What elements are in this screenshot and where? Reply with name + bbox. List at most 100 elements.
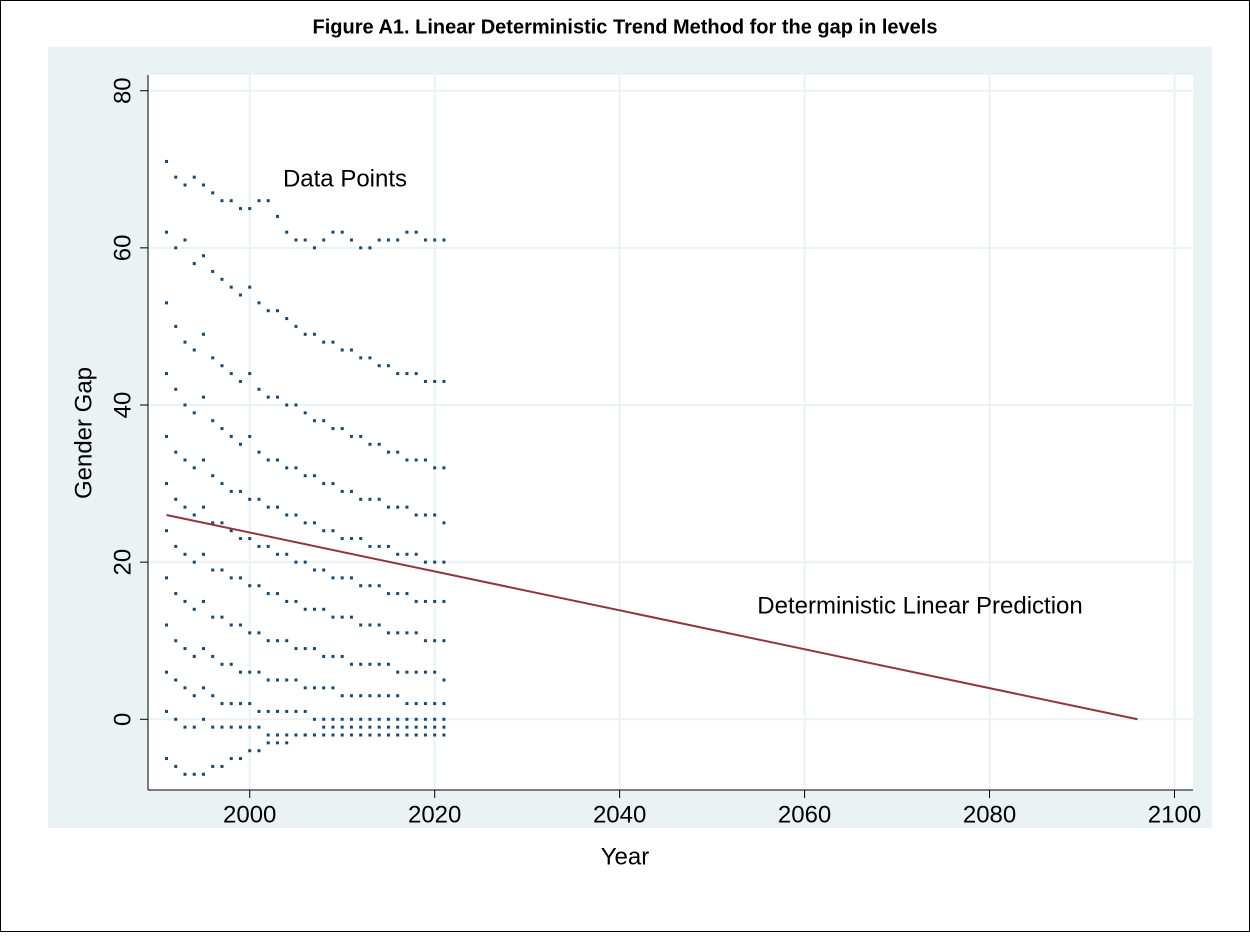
data-point [433, 513, 437, 517]
data-point [322, 529, 326, 533]
data-point [349, 348, 353, 352]
data-point [312, 332, 316, 336]
data-point [396, 631, 400, 635]
data-point [322, 419, 326, 423]
x-axis-title: Year [601, 843, 650, 870]
data-point [405, 725, 409, 729]
data-point [257, 749, 261, 753]
data-point [248, 670, 252, 674]
data-point [414, 372, 418, 376]
data-point [201, 717, 205, 721]
data-point [414, 599, 418, 603]
data-point [377, 544, 381, 548]
data-point [229, 285, 233, 289]
data-point [414, 513, 418, 517]
data-point [192, 654, 196, 658]
data-point [322, 607, 326, 611]
data-point [423, 639, 427, 643]
data-point [442, 725, 446, 729]
data-point [312, 607, 316, 611]
data-point [266, 733, 270, 737]
data-point [294, 599, 298, 603]
data-point [312, 647, 316, 651]
data-point [266, 544, 270, 548]
data-point [201, 332, 205, 336]
data-point [220, 662, 224, 666]
data-point [192, 725, 196, 729]
data-point [377, 623, 381, 627]
data-point [359, 356, 363, 360]
data-point [183, 340, 187, 344]
data-point [174, 324, 178, 328]
data-point [164, 159, 168, 163]
data-point [405, 230, 409, 234]
data-point [331, 717, 335, 721]
data-point [183, 183, 187, 187]
data-point [340, 694, 344, 698]
data-point [294, 466, 298, 470]
data-point [368, 733, 372, 737]
data-point [220, 482, 224, 486]
data-point [423, 670, 427, 674]
data-point [442, 678, 446, 682]
data-point [349, 576, 353, 580]
data-point [322, 654, 326, 658]
data-point [340, 576, 344, 580]
data-point [238, 623, 242, 627]
data-point [386, 725, 390, 729]
data-point [386, 631, 390, 635]
data-point [201, 552, 205, 556]
data-point [220, 702, 224, 706]
data-point [312, 717, 316, 721]
data-point [192, 560, 196, 564]
data-point [349, 725, 353, 729]
data-point [442, 639, 446, 643]
data-point [275, 733, 279, 737]
data-point [211, 615, 215, 619]
data-point [377, 733, 381, 737]
data-point [275, 709, 279, 713]
data-point [433, 733, 437, 737]
data-point [248, 372, 252, 376]
data-point [266, 709, 270, 713]
data-point [238, 702, 242, 706]
data-point [423, 702, 427, 706]
data-point [433, 560, 437, 564]
data-point [294, 709, 298, 713]
data-point [377, 584, 381, 588]
data-point [331, 576, 335, 580]
data-point [257, 497, 261, 501]
data-point [248, 537, 252, 541]
data-point [220, 764, 224, 768]
data-point [238, 293, 242, 297]
data-point [285, 466, 289, 470]
data-point [248, 497, 252, 501]
data-point [285, 741, 289, 745]
data-point [211, 694, 215, 698]
data-point [331, 733, 335, 737]
data-point [433, 639, 437, 643]
data-point [183, 686, 187, 690]
data-point [386, 505, 390, 509]
data-point [340, 725, 344, 729]
data-point [257, 670, 261, 674]
data-point [442, 560, 446, 564]
annotation: Deterministic Linear Prediction [757, 592, 1082, 619]
data-point [285, 513, 289, 517]
data-point [192, 411, 196, 415]
data-point [312, 246, 316, 250]
data-point [229, 372, 233, 376]
data-point [442, 702, 446, 706]
data-point [238, 670, 242, 674]
data-point [322, 725, 326, 729]
x-tick-label: 2020 [408, 801, 461, 828]
data-point [331, 686, 335, 690]
data-point [386, 592, 390, 596]
data-point [322, 717, 326, 721]
data-point [248, 207, 252, 211]
chart-title: Figure A1. Linear Deterministic Trend Me… [313, 16, 938, 38]
data-point [257, 725, 261, 729]
data-point [174, 175, 178, 179]
data-point [238, 576, 242, 580]
